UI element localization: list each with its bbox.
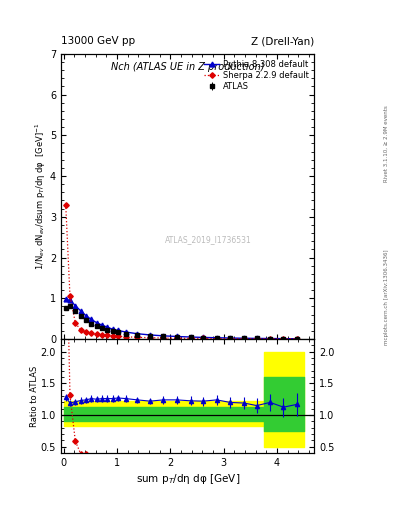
Pythia 8.308 default (100, 322, 105, 328)
Legend: Pythia 8.308 default, Sherpa 2.2.9 default, ATLAS: Pythia 8.308 default, Sherpa 2.2.9 defau… (203, 58, 310, 93)
Sherpa 2.2.9 default (201, 335, 206, 342)
Pythia 8.308 default (228, 335, 232, 341)
Sherpa 2.2.9 default (281, 336, 286, 342)
Pythia 8.308 default (73, 303, 78, 309)
Sherpa 2.2.9 default (78, 327, 83, 333)
Pythia 8.308 default (84, 313, 88, 319)
Sherpa 2.2.9 default (124, 334, 129, 340)
Pythia 8.308 default (89, 316, 94, 323)
Pythia 8.308 default (105, 324, 110, 330)
Sherpa 2.2.9 default (148, 335, 152, 341)
Pythia 8.308 default (215, 335, 219, 341)
Line: Sherpa 2.2.9 default: Sherpa 2.2.9 default (64, 203, 299, 341)
Sherpa 2.2.9 default (242, 336, 246, 342)
Pythia 8.308 default (68, 297, 72, 304)
Sherpa 2.2.9 default (89, 330, 94, 336)
Sherpa 2.2.9 default (105, 332, 110, 338)
Pythia 8.308 default (174, 333, 179, 339)
Sherpa 2.2.9 default (161, 335, 166, 341)
Pythia 8.308 default (295, 336, 300, 342)
Sherpa 2.2.9 default (268, 336, 272, 342)
Pythia 8.308 default (281, 335, 286, 342)
Pythia 8.308 default (124, 329, 129, 335)
Pythia 8.308 default (188, 334, 193, 340)
Sherpa 2.2.9 default (228, 336, 232, 342)
Sherpa 2.2.9 default (63, 201, 68, 207)
Sherpa 2.2.9 default (94, 331, 99, 337)
Sherpa 2.2.9 default (68, 293, 72, 300)
Sherpa 2.2.9 default (188, 335, 193, 342)
Sherpa 2.2.9 default (254, 336, 259, 342)
Line: Pythia 8.308 default: Pythia 8.308 default (63, 297, 300, 341)
Y-axis label: 1/N$_{ev}$ dN$_{ev}$/dsum p$_T$/dη dφ  [GeV]$^{-1}$: 1/N$_{ev}$ dN$_{ev}$/dsum p$_T$/dη dφ [G… (34, 122, 48, 270)
Pythia 8.308 default (116, 327, 120, 333)
Text: Rivet 3.1.10, ≥ 2.9M events: Rivet 3.1.10, ≥ 2.9M events (384, 105, 389, 182)
Text: mcplots.cern.ch [arXiv:1306.3436]: mcplots.cern.ch [arXiv:1306.3436] (384, 249, 389, 345)
Pythia 8.308 default (78, 308, 83, 314)
Sherpa 2.2.9 default (73, 319, 78, 326)
Pythia 8.308 default (161, 333, 166, 339)
Pythia 8.308 default (94, 319, 99, 326)
Sherpa 2.2.9 default (215, 335, 219, 342)
Pythia 8.308 default (148, 332, 152, 338)
Sherpa 2.2.9 default (135, 334, 140, 340)
Sherpa 2.2.9 default (100, 332, 105, 338)
Pythia 8.308 default (254, 335, 259, 342)
Sherpa 2.2.9 default (116, 333, 120, 339)
Text: 13000 GeV pp: 13000 GeV pp (61, 36, 135, 46)
Text: Z (Drell-Yan): Z (Drell-Yan) (251, 36, 314, 46)
Pythia 8.308 default (268, 335, 272, 342)
Pythia 8.308 default (201, 334, 206, 340)
Pythia 8.308 default (63, 296, 68, 303)
Sherpa 2.2.9 default (84, 329, 88, 335)
Pythia 8.308 default (242, 335, 246, 342)
Y-axis label: Ratio to ATLAS: Ratio to ATLAS (30, 366, 39, 426)
Text: ATLAS_2019_I1736531: ATLAS_2019_I1736531 (165, 234, 251, 244)
Pythia 8.308 default (110, 326, 115, 332)
Sherpa 2.2.9 default (295, 336, 300, 342)
Text: Nch (ATLAS UE in Z production): Nch (ATLAS UE in Z production) (111, 62, 264, 72)
Sherpa 2.2.9 default (110, 333, 115, 339)
Sherpa 2.2.9 default (174, 335, 179, 342)
Pythia 8.308 default (135, 331, 140, 337)
X-axis label: sum p$_T$/dη dφ [GeV]: sum p$_T$/dη dφ [GeV] (136, 472, 240, 486)
